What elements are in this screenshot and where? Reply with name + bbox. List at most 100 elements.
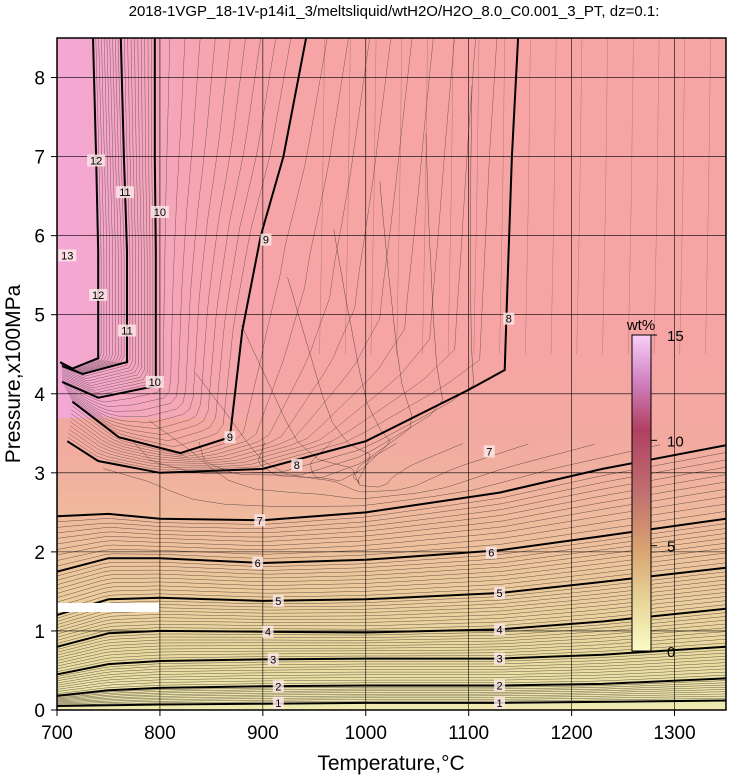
fine-contour <box>57 698 726 706</box>
fine-contour <box>57 604 726 644</box>
fine-contour <box>241 324 463 488</box>
fine-contour <box>68 38 455 466</box>
colorbar-label: wt% <box>626 317 655 334</box>
contour-label-text: 10 <box>154 207 166 219</box>
fine-contour <box>57 619 726 656</box>
contour-label-text: 11 <box>119 187 130 199</box>
fine-contour <box>602 38 608 355</box>
y-tick-label: 6 <box>34 227 45 248</box>
fine-contour <box>57 528 726 581</box>
fine-contour <box>57 686 726 701</box>
contour-label-bg <box>483 445 495 458</box>
fine-contour <box>422 38 428 355</box>
fine-contour <box>57 489 726 550</box>
fine-contour <box>319 38 325 355</box>
contour-label-text: 9 <box>227 432 233 444</box>
contour-label-text: 1 <box>275 698 281 710</box>
fine-contour <box>57 571 726 619</box>
fine-contour <box>57 680 726 698</box>
fine-contour <box>57 596 726 638</box>
contour-label-text: 9 <box>263 235 269 247</box>
contour-label-text: 10 <box>149 377 161 389</box>
fine-contour <box>62 38 136 382</box>
contour-label: 7 <box>254 514 266 527</box>
fine-contour <box>57 583 726 629</box>
contour-label: 1 <box>494 696 506 710</box>
contour-label-bg <box>87 154 106 167</box>
contour-label-bg <box>254 514 266 527</box>
contour-label-text: 6 <box>488 548 494 560</box>
fine-contour <box>57 474 726 539</box>
fine-contour <box>62 38 142 386</box>
contour-label-text: 8 <box>506 314 512 326</box>
x-tick-label: 800 <box>144 723 176 744</box>
contour-label: 7 <box>483 445 495 458</box>
colorbar-tick-label: 5 <box>667 539 675 556</box>
colorbar-tick-label: 10 <box>667 433 684 450</box>
colorbar-tick-label: 15 <box>667 328 684 345</box>
contour-label: 4 <box>494 623 506 636</box>
contour-label: 11 <box>117 324 136 338</box>
contour-line-11 <box>61 38 128 376</box>
fine-contour <box>70 38 370 459</box>
fine-contour <box>57 542 726 594</box>
fine-contour <box>525 38 531 355</box>
contour-label-text: 7 <box>257 515 263 527</box>
colorbar-ticks: 0 5 10 15 <box>651 328 684 661</box>
fine-contour <box>57 671 726 692</box>
fine-contour <box>310 229 391 482</box>
fine-contour <box>473 38 480 355</box>
fine-contour <box>396 38 402 355</box>
high-water-zone <box>57 38 347 418</box>
fine-contour <box>57 552 726 603</box>
fine-contour <box>57 503 726 561</box>
fine-contour <box>103 444 661 507</box>
contour-label-bg <box>224 431 236 444</box>
fine-contour <box>57 689 726 702</box>
contour-label-text: 3 <box>497 654 503 666</box>
contour-line-2 <box>57 677 726 697</box>
fine-contour <box>345 38 351 355</box>
fine-contour <box>67 38 498 471</box>
fine-contour <box>57 674 726 694</box>
fine-contour <box>70 38 277 441</box>
contour-label-bg <box>150 205 169 218</box>
y-axis: 0 1 2 3 4 5 6 7 8 <box>34 69 57 722</box>
contour-label-bg <box>89 288 108 301</box>
contour-label: 3 <box>267 653 279 666</box>
fine-contour <box>64 38 186 408</box>
contour-line-7 <box>57 444 726 522</box>
fine-contour <box>67 38 231 424</box>
contour-line-10 <box>61 38 157 399</box>
contour-label: 5 <box>272 594 284 608</box>
contour-label-text: 7 <box>486 446 492 458</box>
contour-label: 6 <box>252 556 264 570</box>
contour-label-bg <box>145 375 164 388</box>
y-tick-label: 8 <box>34 69 45 90</box>
fine-contour <box>69 38 413 462</box>
colorbar: 0 5 10 15 wt% <box>626 317 684 661</box>
fine-contour <box>370 38 377 355</box>
fine-contour <box>57 538 726 590</box>
fine-contour <box>69 38 261 435</box>
fine-contour <box>57 668 726 690</box>
labeled-contour-lines <box>57 38 726 707</box>
contour-label-text: 2 <box>497 680 503 692</box>
colorbar-bar <box>631 334 652 652</box>
contour-label: 13 <box>58 249 77 262</box>
fine-contour <box>679 38 685 355</box>
fine-contour <box>57 649 726 677</box>
fine-contour <box>705 38 711 355</box>
contour-label: 11 <box>115 186 134 199</box>
fine-contour <box>57 659 726 684</box>
fine-contour <box>57 684 726 700</box>
fine-contour <box>69 38 434 464</box>
contour-label-text: 3 <box>270 654 276 666</box>
contour-label: 10 <box>145 375 164 389</box>
fine-contour <box>57 523 726 577</box>
fine-contour <box>62 38 134 379</box>
contour-label-text: 5 <box>275 596 281 608</box>
plot-frame <box>56 37 727 711</box>
x-axis: 700 800 900 1000 1100 1200 1300 <box>41 710 696 744</box>
